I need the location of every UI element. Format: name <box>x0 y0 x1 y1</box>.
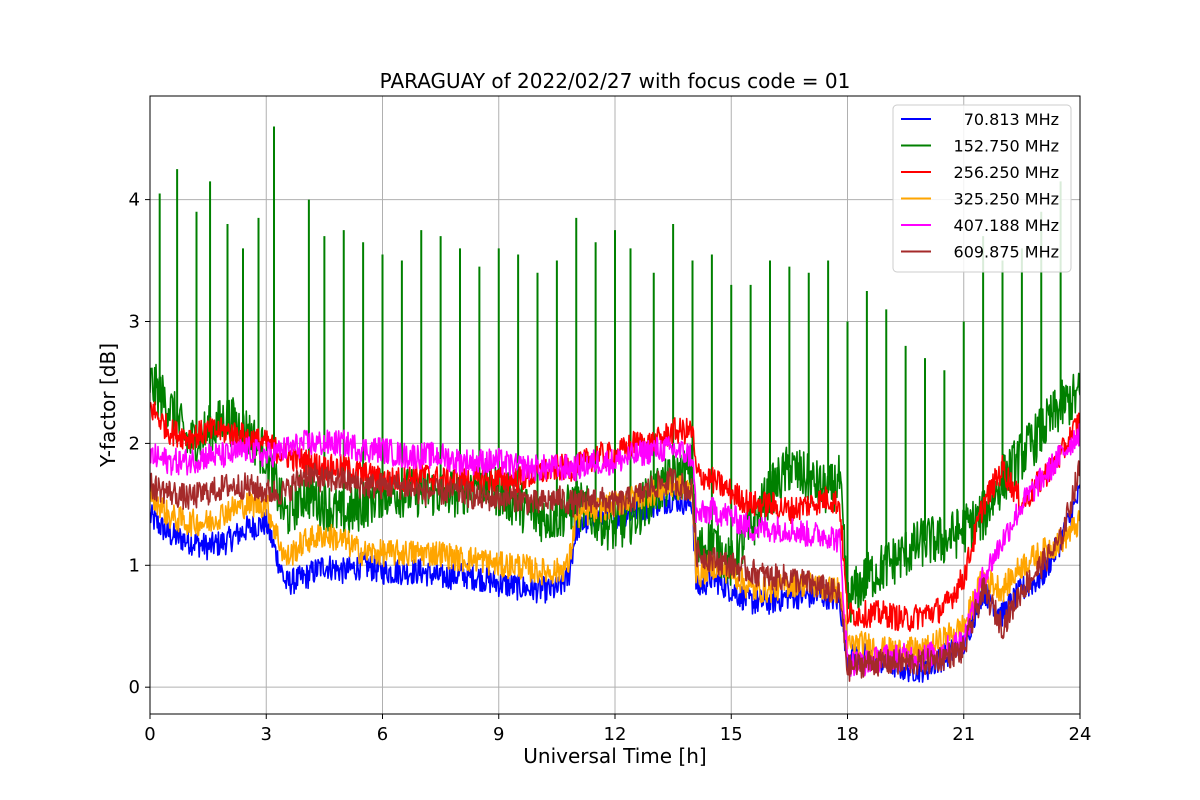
y-tick-label: 3 <box>129 312 140 333</box>
series-line <box>150 460 1080 682</box>
legend-entry: 152.750 MHz <box>954 137 1059 156</box>
x-tick-label: 24 <box>1069 724 1092 745</box>
legend-entry: 407.188 MHz <box>954 216 1059 235</box>
x-tick-label: 9 <box>493 724 504 745</box>
x-axis: 0 3 6 9 12 15 18 21 24 <box>144 714 1091 745</box>
legend-entry: 70.813 MHz <box>964 110 1059 129</box>
chart-title: PARAGUAY of 2022/02/27 with focus code =… <box>380 69 851 93</box>
y-tick-label: 4 <box>129 190 140 211</box>
legend-entry: 609.875 MHz <box>954 243 1059 262</box>
x-axis-label: Universal Time [h] <box>523 744 706 768</box>
x-tick-label: 15 <box>720 724 743 745</box>
y-tick-label: 0 <box>129 677 140 698</box>
series-line <box>150 423 1080 677</box>
y-tick-label: 1 <box>129 555 140 576</box>
y-axis: 0 1 2 3 4 <box>129 190 150 698</box>
legend-box <box>892 104 1072 273</box>
legend-entry: 325.250 MHz <box>954 190 1059 209</box>
x-tick-label: 12 <box>604 724 627 745</box>
plot-area <box>150 126 1080 683</box>
x-tick-label: 21 <box>952 724 975 745</box>
legend-entry: 256.250 MHz <box>954 163 1059 182</box>
x-tick-label: 0 <box>144 724 155 745</box>
legend: 70.813 MHz 152.750 MHz 256.250 MHz 325.250 … <box>892 104 1072 273</box>
y-axis-label: Y-factor [dB] <box>96 343 120 468</box>
x-tick-label: 18 <box>836 724 859 745</box>
series-layer <box>150 126 1080 683</box>
x-tick-label: 3 <box>261 724 272 745</box>
y-tick-label: 2 <box>129 433 140 454</box>
x-tick-label: 6 <box>377 724 388 745</box>
